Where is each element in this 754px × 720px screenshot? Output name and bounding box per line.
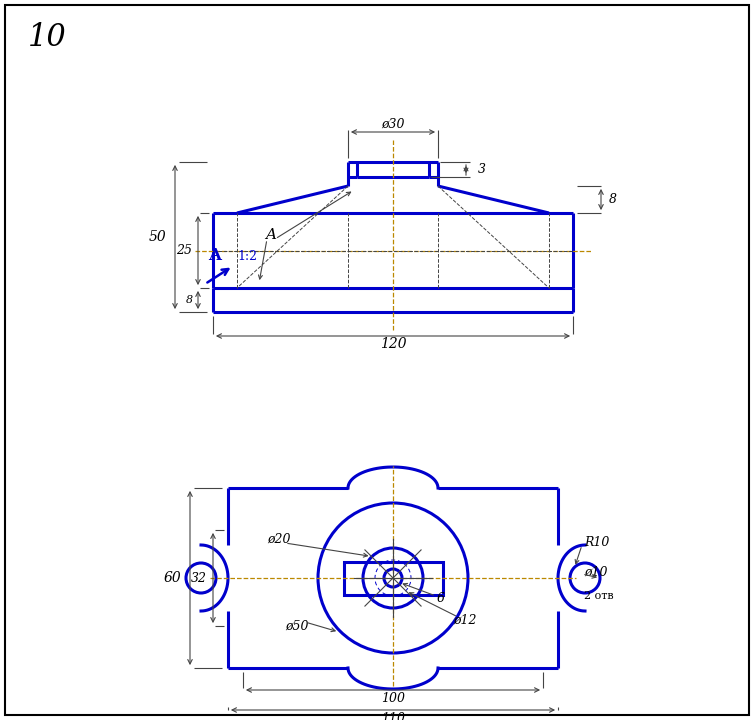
Text: A: A: [209, 248, 222, 264]
Text: 60: 60: [164, 571, 181, 585]
Text: R10: R10: [584, 536, 609, 549]
Text: 8: 8: [186, 295, 193, 305]
Text: 110: 110: [381, 711, 405, 720]
Text: 32: 32: [191, 572, 207, 585]
Text: 10: 10: [28, 22, 67, 53]
Text: 50: 50: [149, 230, 166, 244]
Text: 8: 8: [609, 193, 617, 206]
Text: ø12: ø12: [453, 613, 477, 626]
Text: ø20: ø20: [267, 533, 291, 546]
Text: 3: 3: [478, 163, 486, 176]
Text: ø50: ø50: [285, 619, 308, 632]
Text: 2 отв: 2 отв: [584, 591, 614, 601]
Text: 100: 100: [381, 691, 405, 704]
Text: ø10: ø10: [584, 565, 608, 578]
Text: 6: 6: [437, 593, 445, 606]
Text: 25: 25: [176, 244, 192, 257]
Text: 120: 120: [380, 337, 406, 351]
Text: ø30: ø30: [382, 117, 405, 130]
Text: 1:2: 1:2: [237, 250, 257, 263]
Text: A: A: [265, 228, 277, 242]
Bar: [344, 562, 443, 595]
